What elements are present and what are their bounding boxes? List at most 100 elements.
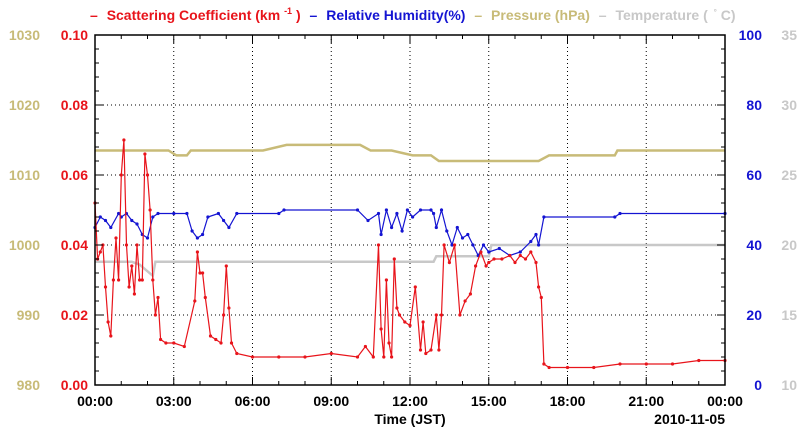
data-point-scattering (109, 334, 113, 338)
data-point-scattering (222, 313, 226, 317)
data-point-scattering (229, 341, 234, 345)
data-point-scattering (479, 250, 483, 254)
data-point-humidity (201, 232, 205, 237)
series-line-pressure (95, 143, 725, 163)
data-point-humidity (518, 250, 522, 254)
series-line-humidity (94, 207, 725, 257)
data-point-humidity (429, 208, 433, 212)
data-point-scattering (697, 358, 701, 363)
data-point-scattering (227, 306, 231, 310)
data-point-humidity (117, 211, 121, 216)
y-tick-label-pressure: 1020 (9, 97, 40, 113)
series-line-scattering (94, 139, 725, 369)
y-axis-scattering: 0.00 0.02 0.04 0.06 0.08 0.10 (61, 27, 88, 393)
data-point-scattering (198, 271, 202, 275)
data-point-scattering (145, 173, 150, 177)
data-point-scattering (379, 327, 383, 331)
y-tick-label-temperature: 15 (781, 307, 797, 323)
data-point-scattering (474, 264, 478, 268)
y-tick-label-humidity: 40 (746, 237, 762, 253)
data-point-scattering (453, 243, 457, 247)
data-point-humidity (130, 218, 134, 223)
legend-dash-scattering: – (90, 7, 98, 23)
data-point-scattering (397, 313, 402, 317)
legend: – Scattering Coefficient (km -1 ) – Rela… (90, 1, 736, 23)
legend-temperature-unit: C) (721, 7, 736, 23)
date-label: 2010-11-05 (654, 411, 725, 427)
data-point-scattering (390, 355, 394, 359)
data-point-scattering (151, 278, 155, 282)
data-point-scattering (513, 260, 517, 265)
data-point-humidity (418, 208, 423, 212)
data-point-scattering (484, 264, 488, 268)
y-tick-label-pressure: 980 (17, 377, 41, 393)
y-tick-label-humidity: 0 (754, 377, 762, 393)
data-point-scattering (403, 320, 407, 324)
data-point-scattering (98, 250, 102, 254)
data-point-scattering (565, 365, 570, 370)
series-pressure (95, 143, 725, 163)
y-tick-label-pressure: 990 (17, 307, 41, 323)
data-point-humidity (497, 246, 501, 251)
y-tick-label-humidity: 100 (739, 27, 763, 43)
data-point-humidity (471, 243, 475, 247)
data-point-scattering (355, 355, 360, 359)
data-point-scattering (644, 362, 648, 366)
y-tick-label-temperature: 10 (781, 377, 797, 393)
data-point-humidity (481, 243, 486, 247)
data-point-humidity (466, 232, 470, 237)
y-axis-temperature: 10 15 20 25 30 35 (781, 27, 797, 393)
data-point-scattering (106, 320, 110, 324)
data-point-scattering (172, 341, 176, 345)
data-point-scattering (387, 341, 391, 345)
data-point-humidity (355, 208, 360, 212)
legend-pressure-label: Pressure (hPa) (491, 7, 590, 23)
data-point-humidity (376, 211, 381, 216)
x-axis-title: Time (JST) (374, 411, 445, 427)
x-tick-label: 12:00 (392, 393, 428, 409)
data-point-scattering (135, 243, 139, 247)
data-point-scattering (447, 260, 451, 265)
y-tick-label-humidity: 20 (746, 307, 762, 323)
data-point-humidity (445, 229, 449, 233)
data-point-scattering (534, 260, 538, 265)
data-point-scattering (195, 250, 199, 254)
data-point-scattering (159, 337, 163, 342)
data-point-scattering (384, 278, 388, 282)
data-point-humidity (390, 225, 394, 230)
data-point-humidity (379, 232, 383, 237)
data-point-humidity (395, 211, 399, 216)
x-tick-label: 15:00 (471, 393, 507, 409)
data-point-scattering (124, 243, 129, 247)
data-point-humidity (190, 229, 194, 233)
axis-ticks (94, 34, 726, 386)
data-point-humidity (151, 215, 155, 219)
data-point-humidity (277, 211, 281, 216)
data-point-humidity (613, 215, 617, 219)
data-point-scattering (458, 313, 462, 317)
data-point-scattering (140, 278, 144, 282)
y-tick-label-humidity: 60 (746, 167, 762, 183)
data-point-scattering (214, 337, 218, 342)
data-point-scattering (424, 351, 428, 356)
y-tick-label-pressure: 1010 (9, 167, 40, 183)
data-point-scattering (277, 355, 281, 359)
legend-scattering-tail: ) (296, 7, 301, 23)
data-point-scattering (537, 285, 541, 289)
legend-dash-pressure: – (474, 7, 482, 23)
legend-degree-sign: ° (714, 8, 717, 17)
data-point-scattering (164, 341, 168, 345)
data-point-humidity (618, 211, 622, 216)
grid (95, 35, 725, 385)
data-point-humidity (534, 232, 538, 237)
data-point-humidity (172, 211, 176, 216)
data-point-scattering (250, 355, 255, 359)
data-point-scattering (592, 365, 596, 370)
data-point-scattering (487, 260, 491, 265)
data-point-humidity (282, 208, 286, 212)
x-tick-label: 09:00 (313, 393, 349, 409)
data-point-humidity (450, 243, 454, 247)
data-point-scattering (529, 250, 533, 254)
x-tick-label: 21:00 (628, 393, 664, 409)
